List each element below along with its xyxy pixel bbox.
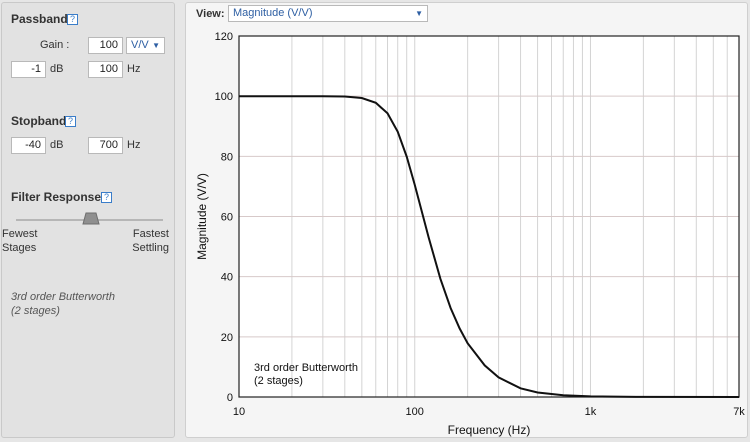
chart-annotation-line1: 3rd order Butterworth — [254, 362, 358, 374]
y-tick-label: 0 — [227, 392, 233, 404]
y-tick-label: 40 — [221, 272, 233, 284]
chevron-down-icon: ▼ — [152, 41, 160, 50]
settling-label: Settling — [132, 242, 169, 254]
y-axis-label: Magnitude (V/V) — [195, 173, 209, 260]
chart-panel: View: Magnitude (V/V) ▼ 0 20 40 60 80 100 120 1… — [185, 2, 748, 438]
x-tick-label: 100 — [406, 406, 424, 418]
passband-help-icon[interactable]: ? — [67, 14, 78, 25]
stages-label: Stages — [2, 242, 37, 254]
passband-frequency-unit: Hz — [127, 63, 141, 75]
view-select[interactable]: Magnitude (V/V) ▼ — [228, 5, 428, 22]
filter-summary-line2: (2 stages) — [11, 305, 60, 317]
y-tick-label: 120 — [215, 31, 233, 43]
filter-summary-line1: 3rd order Butterworth — [11, 291, 115, 303]
passband-frequency-input[interactable]: 100 — [88, 61, 123, 78]
fewest-label: Fewest — [2, 228, 38, 240]
y-tick-label: 80 — [221, 151, 233, 163]
fastest-label: Fastest — [132, 228, 169, 240]
chevron-down-icon: ▼ — [415, 9, 423, 18]
passband-ripple-input[interactable]: -1 — [11, 61, 46, 78]
plot-frame — [238, 35, 740, 398]
view-select-value: Magnitude (V/V) — [233, 7, 313, 19]
x-axis-label: Frequency (Hz) — [448, 423, 531, 437]
filter-response-title: Filter Response — [11, 190, 102, 204]
gain-unit-select[interactable]: V/V ▼ — [126, 37, 165, 54]
y-tick-label: 60 — [221, 212, 233, 224]
magnitude-curve — [239, 95, 740, 398]
x-tick-label: 7k — [733, 406, 745, 418]
passband-ripple-unit: dB — [50, 63, 64, 75]
chart-annotation-line2: (2 stages) — [254, 375, 303, 387]
gain-label: Gain : — [40, 39, 70, 51]
stopband-frequency-input[interactable]: 700 — [88, 137, 123, 154]
x-tick-label: 10 — [233, 406, 245, 418]
filter-response-slider-thumb[interactable] — [82, 212, 100, 225]
view-label: View: — [196, 8, 225, 20]
stopband-attenuation-unit: dB — [50, 139, 64, 151]
passband-title: Passband — [11, 12, 68, 26]
filter-settings-panel: Passband ? Gain : 100 V/V ▼ -1 dB 100 Hz… — [1, 2, 175, 438]
gain-unit-value: V/V — [131, 39, 149, 51]
stopband-attenuation-input[interactable]: -40 — [11, 137, 46, 154]
stopband-help-icon[interactable]: ? — [65, 116, 76, 127]
gain-input[interactable]: 100 — [88, 37, 123, 54]
y-tick-label: 20 — [221, 332, 233, 344]
x-tick-label: 1k — [585, 406, 597, 418]
stopband-title: Stopband — [11, 114, 67, 128]
magnitude-chart: 0 20 40 60 80 100 120 10 100 1k 7k Magnitude (V/V)… — [195, 31, 745, 437]
filter-response-help-icon[interactable]: ? — [101, 192, 112, 203]
stopband-frequency-unit: Hz — [127, 139, 141, 151]
y-tick-label: 100 — [215, 91, 233, 103]
